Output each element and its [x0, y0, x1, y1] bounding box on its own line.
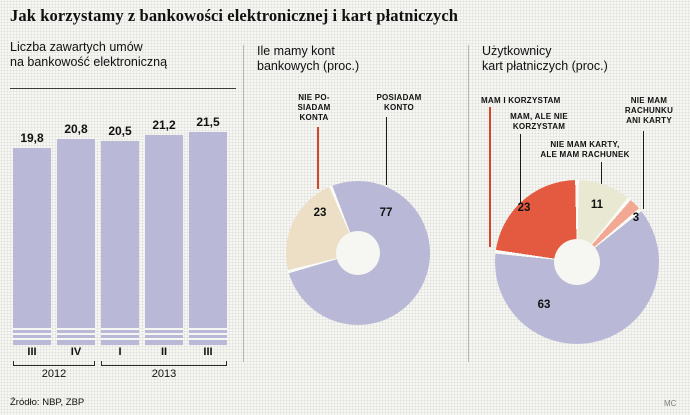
year-label: 2013: [151, 368, 177, 380]
callout-have-use: MAM I KORZYSTAM: [481, 96, 561, 105]
callout-line-have-not-use: [520, 134, 521, 204]
bar-rect: [145, 135, 183, 345]
slice-label-no-account: 23: [313, 207, 327, 219]
callout-line-no-card: [601, 162, 602, 198]
callout-line-have-use: [489, 107, 491, 247]
bar-chart-top-rule: [10, 88, 236, 89]
year-label: 2012: [41, 368, 67, 380]
bar: 21,2: [145, 118, 183, 345]
quarter-label: III: [203, 346, 213, 358]
bar: 21,5: [189, 115, 227, 345]
cards-title-line1: Użytkownicy: [482, 44, 552, 58]
panel-divider-right: [468, 45, 469, 362]
slice-label-have-use: 63: [537, 299, 551, 311]
bar-axis: III IV I II III 2012 2013: [10, 346, 236, 380]
bar-value-label: 19,8: [20, 131, 44, 145]
credit: MC: [664, 399, 677, 408]
cards-title-line2: kart płatniczych (proc.): [482, 59, 608, 73]
bar-chart: 19,8 20,8 20,5 21,2 21,5: [10, 90, 236, 345]
bar-value-label: 20,5: [108, 124, 132, 138]
cards-donut: [495, 180, 659, 344]
quarter-label: II: [160, 346, 168, 358]
cards-title: Użytkownicy kart płatniczych (proc.): [482, 44, 608, 74]
bar-rect: [57, 139, 95, 345]
page-title: Jak korzystamy z bankowości elektroniczn…: [10, 6, 459, 25]
bar-value-label: 21,2: [152, 118, 176, 132]
accounts-donut-hole: [336, 231, 380, 275]
panel-divider-left: [243, 45, 244, 362]
slice-label-have-not-use: 23: [517, 202, 531, 214]
slice-label-no-card: 11: [590, 199, 604, 211]
bar-rect: [189, 132, 227, 345]
quarter-label: I: [118, 346, 122, 358]
callout-have-not-use: MAM, ALE NIE KORZYSTAM: [510, 112, 568, 131]
bar-chart-title: Liczba zawartych umów na bankowość elekt…: [10, 40, 167, 70]
bar: 20,8: [57, 122, 95, 345]
callout-line-no-account-no-card: [643, 131, 644, 209]
accounts-title-line2: bankowych (proc.): [257, 59, 360, 73]
bar-chart-title-line2: na bankowość elektroniczną: [10, 55, 168, 69]
callout-line-has-account: [386, 117, 387, 185]
slice-label-has-account: 77: [379, 207, 393, 219]
bar: 19,8: [13, 131, 51, 345]
year-bracket-2013: [101, 361, 227, 366]
accounts-donut: [286, 181, 430, 325]
quarter-label: IV: [70, 346, 82, 358]
bar: 20,5: [101, 124, 139, 345]
year-bracket-2012: [13, 361, 95, 366]
bar-value-label: 20,8: [64, 122, 88, 136]
bar-rect: [13, 148, 51, 345]
cards-donut-hole: [554, 239, 600, 285]
accounts-title: Ile mamy kont bankowych (proc.): [257, 44, 359, 74]
callout-no-account: NIE PO- SIADAM KONTA: [297, 93, 331, 122]
callout-has-account: POSIADAM KONTO: [376, 93, 422, 112]
callout-no-card: NIE MAM KARTY, ALE MAM RACHUNEK: [540, 140, 630, 159]
slice-label-no-account-no-card: 3: [632, 212, 640, 224]
bar-rect: [101, 141, 139, 345]
quarter-label: III: [27, 346, 37, 358]
callout-line-no-account: [317, 127, 319, 189]
bar-chart-title-line1: Liczba zawartych umów: [10, 40, 143, 54]
bar-value-label: 21,5: [196, 115, 220, 129]
callout-no-account-no-card: NIE MAM RACHUNKU ANI KARTY: [624, 96, 674, 125]
accounts-title-line1: Ile mamy kont: [257, 44, 335, 58]
source-note: Źródło: NBP, ZBP: [10, 397, 85, 408]
